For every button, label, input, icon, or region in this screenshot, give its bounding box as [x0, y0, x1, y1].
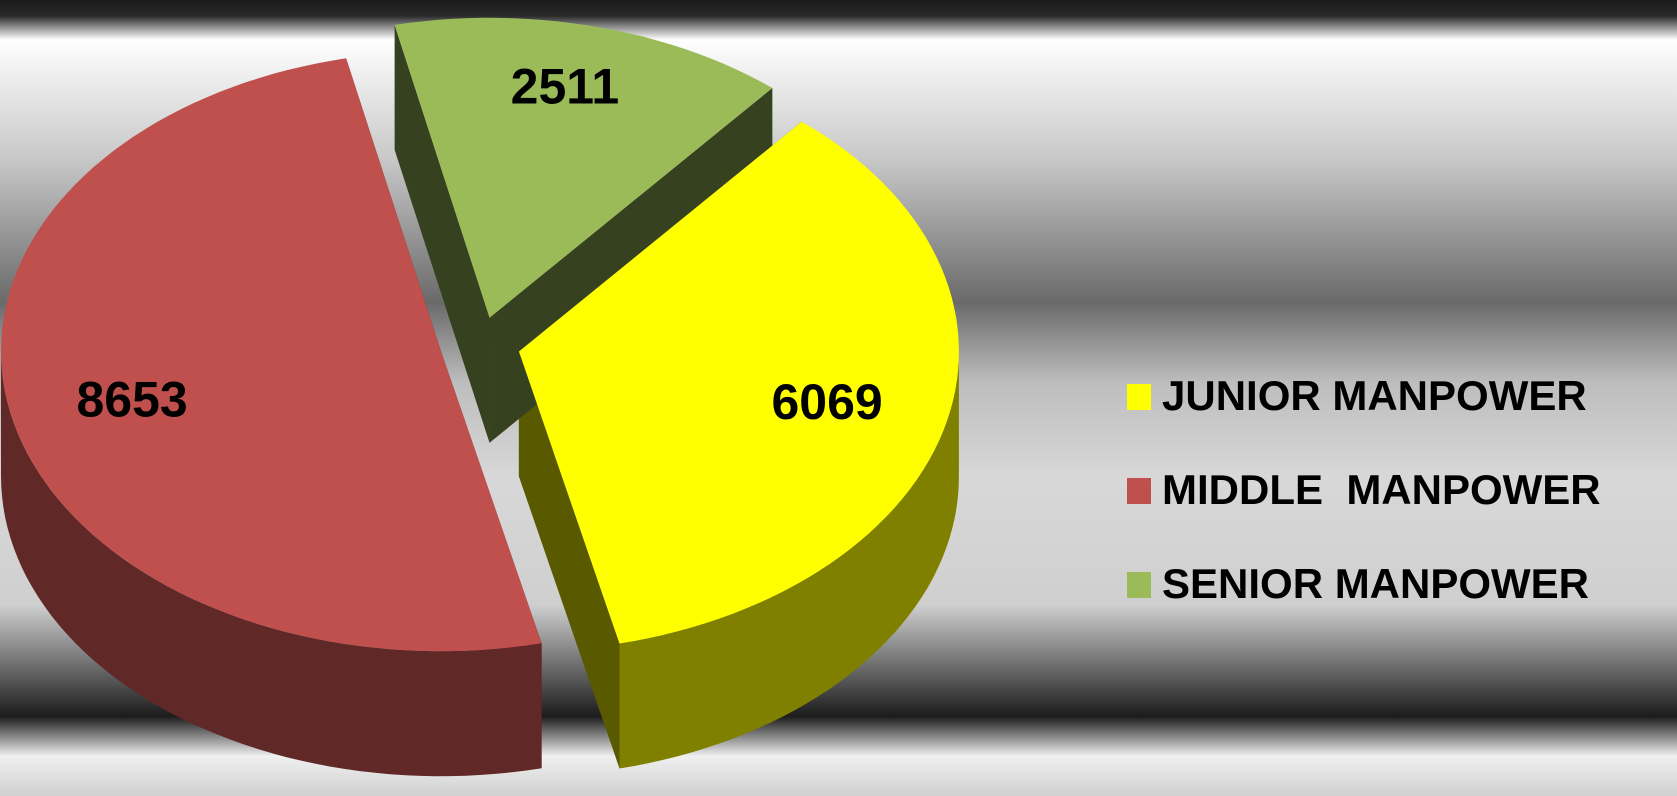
legend-label: JUNIOR MANPOWER [1162, 372, 1587, 419]
legend: JUNIOR MANPOWER MIDDLE MANPOWER SENIOR MAN… [1127, 372, 1601, 607]
data-label: 6069 [771, 374, 882, 430]
slice-side [1, 351, 542, 777]
slice-edge [518, 351, 620, 769]
slice [1, 58, 542, 652]
data-label: 8653 [76, 371, 187, 427]
legend-swatch [1127, 478, 1151, 504]
slice-side [619, 351, 959, 769]
slice-edge [394, 24, 490, 443]
data-label: 2511 [511, 59, 619, 115]
legend-swatch [1127, 384, 1151, 410]
legend-label: SENIOR MANPOWER [1162, 560, 1589, 607]
pie: 6069 8653 2511 [1, 17, 959, 777]
legend-label: MIDDLE MANPOWER [1162, 466, 1601, 513]
slice [394, 17, 773, 318]
slice [518, 121, 959, 644]
legend-swatch [1127, 572, 1151, 598]
